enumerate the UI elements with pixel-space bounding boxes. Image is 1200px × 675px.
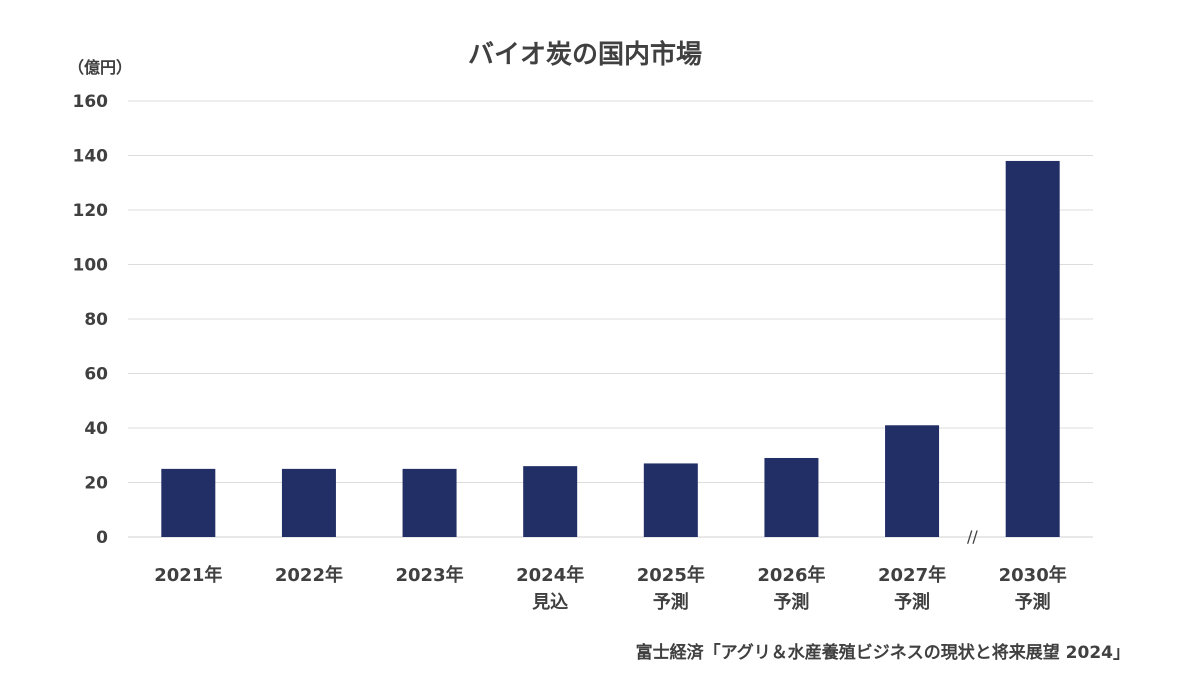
y-tick-label: 20 xyxy=(84,474,108,494)
bar xyxy=(764,457,819,537)
y-tick-label: 80 xyxy=(84,310,108,330)
bar xyxy=(281,468,336,537)
y-axis-ticks: 0 20 40 60 80 100 120 140 160 xyxy=(73,92,109,548)
bar xyxy=(402,468,457,537)
bars xyxy=(161,160,1060,537)
y-tick-label: 0 xyxy=(96,528,108,548)
source-note: 富士経済「アグリ＆水産養殖ビジネスの現状と将来展望 2024」 xyxy=(636,642,1130,663)
x-tick-label: 予測 xyxy=(894,591,930,613)
x-tick-label: 2030年 xyxy=(999,564,1067,586)
y-axis-unit: （億円） xyxy=(68,58,132,77)
x-tick-label: 2022年 xyxy=(275,564,343,586)
x-tick-label: 2021年 xyxy=(154,564,222,586)
x-tick-label: 見込 xyxy=(531,592,568,613)
y-tick-label: 100 xyxy=(73,256,109,276)
x-tick-label: 2024年 xyxy=(516,564,584,586)
bar xyxy=(523,466,578,537)
y-tick-label: 160 xyxy=(73,92,109,112)
x-tick-label: 2025年 xyxy=(637,564,705,586)
x-tick-label: 2026年 xyxy=(757,564,825,586)
y-tick-label: 140 xyxy=(73,147,109,167)
bar xyxy=(885,425,940,537)
y-tick-label: 120 xyxy=(73,201,109,221)
chart-title: バイオ炭の国内市場 xyxy=(468,39,702,70)
bar xyxy=(1005,160,1060,537)
y-tick-label: 60 xyxy=(84,365,108,385)
bar xyxy=(161,468,216,537)
axis-break-mark: // xyxy=(967,527,978,546)
x-tick-label: 2027年 xyxy=(878,564,946,586)
bar xyxy=(643,463,698,537)
x-tick-label: 予測 xyxy=(653,591,689,613)
x-tick-label: 予測 xyxy=(773,591,809,613)
x-tick-label: 予測 xyxy=(1015,591,1051,613)
gridlines xyxy=(128,100,1093,538)
x-tick-label: 2023年 xyxy=(396,564,464,586)
y-tick-label: 40 xyxy=(84,419,108,439)
